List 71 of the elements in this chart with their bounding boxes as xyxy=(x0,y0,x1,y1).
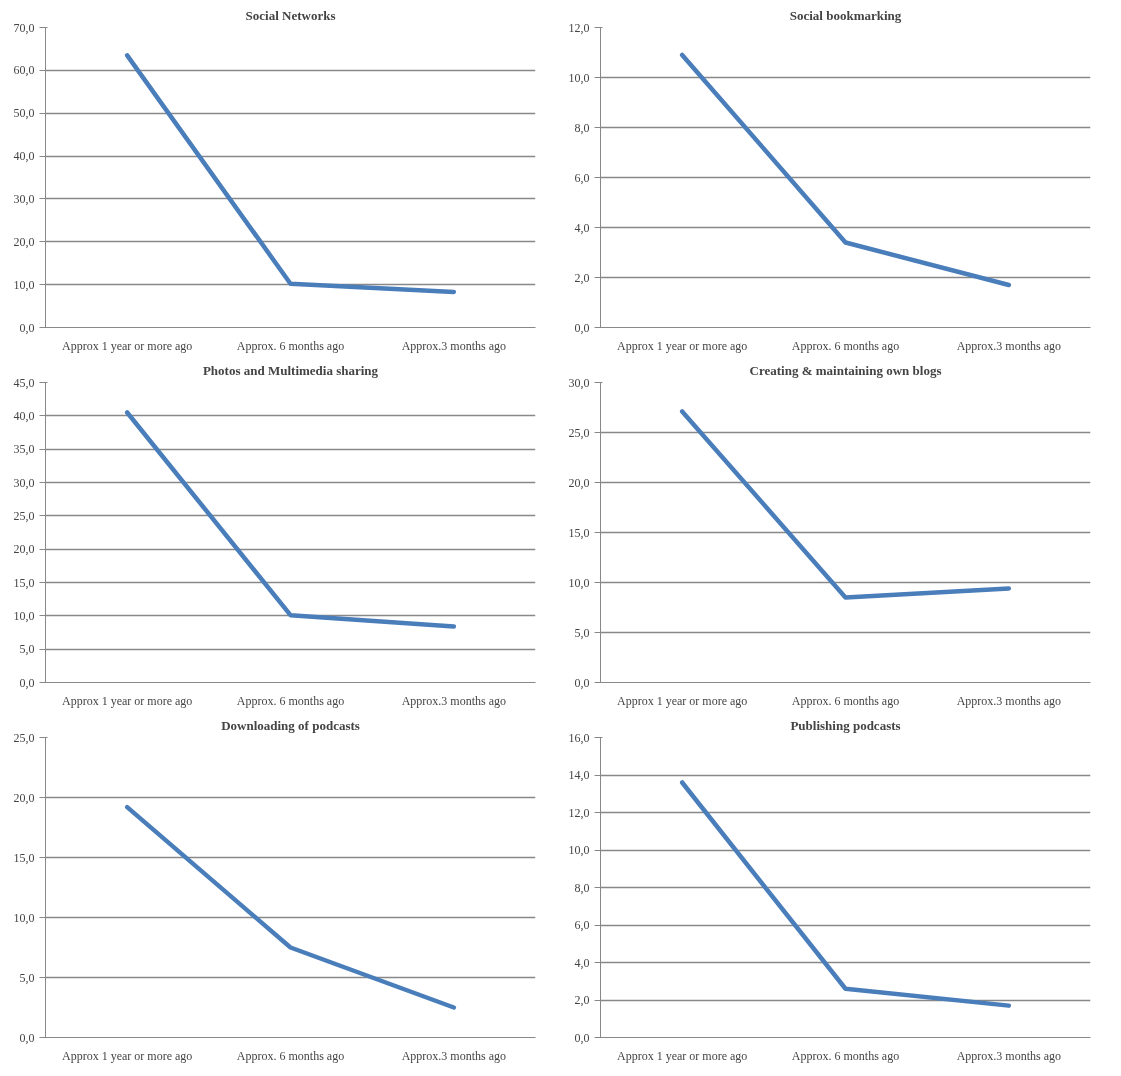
x-tick-label: Approx.3 months ago xyxy=(956,693,1061,708)
chart-title: Social Networks xyxy=(245,7,336,23)
y-tick-label: 20,0 xyxy=(13,542,35,557)
y-tick-label: 0,0 xyxy=(574,1030,590,1045)
y-tick-label: 15,0 xyxy=(13,575,35,590)
y-tick-label: 5,0 xyxy=(19,970,35,985)
x-tick-label: Approx 1 year or more ago xyxy=(62,693,193,708)
x-tick-label: Approx.3 months ago xyxy=(401,693,506,708)
x-tick-label: Approx.3 months ago xyxy=(956,1048,1061,1063)
x-tick-label: Approx.3 months ago xyxy=(956,338,1061,353)
chart-title: Photos and Multimedia sharing xyxy=(202,362,379,378)
x-tick-label: Approx. 6 months ago xyxy=(236,1048,345,1063)
y-tick-label: 20,0 xyxy=(568,475,590,490)
y-tick-label: 2,0 xyxy=(574,270,590,285)
y-tick-label: 30,0 xyxy=(568,375,590,390)
y-tick-label: 8,0 xyxy=(574,880,590,895)
y-tick-label: 25,0 xyxy=(13,730,35,745)
chart-title: Social bookmarking xyxy=(789,7,902,23)
x-tick-label: Approx 1 year or more ago xyxy=(617,1048,748,1063)
y-tick-label: 0,0 xyxy=(574,320,590,335)
y-tick-label: 10,0 xyxy=(13,910,35,925)
y-tick-label: 25,0 xyxy=(13,508,35,523)
y-tick-label: 70,0 xyxy=(13,20,35,35)
y-tick-label: 20,0 xyxy=(13,790,35,805)
y-tick-label: 15,0 xyxy=(568,525,590,540)
y-tick-label: 14,0 xyxy=(568,768,590,782)
y-tick-label: 12,0 xyxy=(568,20,590,35)
chart-title: Downloading of podcasts xyxy=(221,717,360,733)
y-tick-label: 25,0 xyxy=(568,425,590,440)
x-tick-label: Approx. 6 months ago xyxy=(236,693,345,708)
y-tick-label: 6,0 xyxy=(574,170,590,185)
x-tick-label: Approx. 6 months ago xyxy=(791,338,900,353)
y-tick-label: 5,0 xyxy=(574,625,590,640)
y-tick-label: 20,0 xyxy=(13,234,35,249)
x-tick-label: Approx 1 year or more ago xyxy=(62,338,193,353)
y-tick-label: 30,0 xyxy=(13,475,35,490)
y-tick-label: 45,0 xyxy=(13,375,35,390)
x-tick-label: Approx 1 year or more ago xyxy=(617,693,748,708)
y-tick-label: 10,0 xyxy=(568,843,590,857)
x-tick-label: Approx 1 year or more ago xyxy=(62,1048,193,1063)
y-tick-label: 15,0 xyxy=(13,850,35,865)
y-tick-label: 8,0 xyxy=(574,120,590,135)
y-tick-label: 10,0 xyxy=(13,277,35,292)
y-tick-label: 35,0 xyxy=(13,442,35,457)
y-tick-label: 30,0 xyxy=(13,191,35,206)
y-tick-label: 10,0 xyxy=(568,70,590,85)
x-tick-label: Approx. 6 months ago xyxy=(236,338,345,353)
x-tick-label: Approx.3 months ago xyxy=(401,338,506,353)
y-tick-label: 0,0 xyxy=(19,675,35,690)
x-tick-label: Approx. 6 months ago xyxy=(791,693,900,708)
chart-title: Publishing podcasts xyxy=(790,717,901,733)
y-tick-label: 40,0 xyxy=(13,408,35,423)
x-tick-label: Approx. 6 months ago xyxy=(791,1048,900,1063)
y-tick-label: 0,0 xyxy=(19,1030,35,1045)
y-tick-label: 12,0 xyxy=(568,805,590,820)
y-tick-label: 16,0 xyxy=(568,730,590,745)
y-tick-label: 10,0 xyxy=(568,575,590,590)
y-tick-label: 4,0 xyxy=(574,955,590,970)
y-tick-label: 60,0 xyxy=(13,63,35,78)
y-tick-label: 0,0 xyxy=(19,320,35,335)
y-tick-label: 5,0 xyxy=(19,642,35,657)
y-tick-label: 50,0 xyxy=(13,106,35,121)
chart-title: Creating & maintaining own blogs xyxy=(749,362,942,378)
y-tick-label: 10,0 xyxy=(13,608,35,623)
y-tick-label: 2,0 xyxy=(574,993,590,1007)
y-tick-label: 40,0 xyxy=(13,149,35,164)
y-tick-label: 4,0 xyxy=(574,220,590,235)
x-tick-label: Approx 1 year or more ago xyxy=(617,338,748,353)
y-tick-label: 6,0 xyxy=(574,918,590,932)
x-tick-label: Approx.3 months ago xyxy=(401,1048,506,1063)
y-tick-label: 0,0 xyxy=(574,675,590,690)
